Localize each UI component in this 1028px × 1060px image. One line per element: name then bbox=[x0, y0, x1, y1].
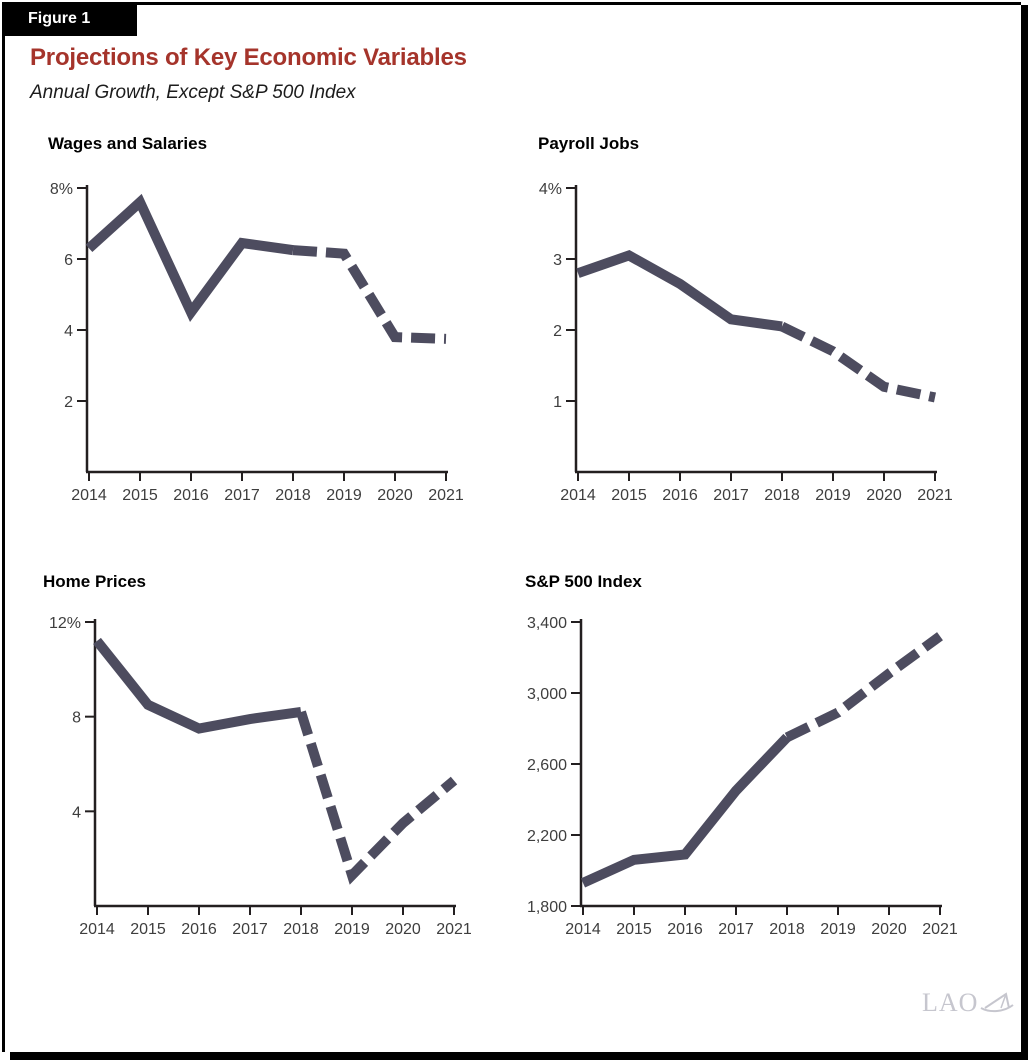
frame-right-bar bbox=[1021, 5, 1028, 1060]
svg-text:2018: 2018 bbox=[283, 921, 319, 938]
svg-text:1: 1 bbox=[553, 394, 562, 411]
chart-sp500-index: S&P 500 Index 1,800 2,200 2,600 3,000 3,400 2… bbox=[508, 572, 988, 944]
svg-text:2015: 2015 bbox=[611, 487, 647, 504]
svg-text:2021: 2021 bbox=[436, 921, 472, 938]
svg-text:2021: 2021 bbox=[917, 487, 953, 504]
svg-text:3: 3 bbox=[553, 252, 562, 269]
svg-text:2019: 2019 bbox=[815, 487, 851, 504]
figure-tab: Figure 1 bbox=[2, 2, 137, 36]
svg-text:2,600: 2,600 bbox=[527, 757, 567, 774]
chart-title-payroll-jobs: Payroll Jobs bbox=[538, 134, 640, 153]
svg-text:2017: 2017 bbox=[713, 487, 749, 504]
svg-text:2: 2 bbox=[553, 323, 562, 340]
svg-text:2017: 2017 bbox=[718, 921, 754, 938]
svg-text:2016: 2016 bbox=[173, 487, 209, 504]
svg-text:2014: 2014 bbox=[565, 921, 601, 938]
wages-and-salaries-plot: 2 4 6 8% 2014 2015 2016 2017 2018 2019 2020 2021 bbox=[50, 181, 464, 504]
svg-text:3,400: 3,400 bbox=[527, 615, 567, 632]
svg-text:3,000: 3,000 bbox=[527, 686, 567, 703]
figure-title: Projections of Key Economic Variables bbox=[30, 44, 467, 71]
svg-text:2018: 2018 bbox=[275, 487, 311, 504]
svg-text:2018: 2018 bbox=[769, 921, 805, 938]
svg-text:2021: 2021 bbox=[922, 921, 958, 938]
chart-wages-and-salaries: Wages and Salaries 2 4 6 8% 2014 2015 2016 2017… bbox=[30, 134, 510, 510]
chart-title-sp500-index: S&P 500 Index bbox=[525, 572, 642, 591]
svg-text:2: 2 bbox=[64, 394, 73, 411]
svg-text:2020: 2020 bbox=[871, 921, 907, 938]
chart-payroll-jobs: Payroll Jobs 1 2 3 4% 2014 2015 2016 2017 2018 20… bbox=[518, 134, 998, 510]
svg-text:2016: 2016 bbox=[667, 921, 703, 938]
svg-text:2020: 2020 bbox=[866, 487, 902, 504]
svg-text:2,200: 2,200 bbox=[527, 828, 567, 845]
svg-text:2015: 2015 bbox=[122, 487, 158, 504]
chart-home-prices: Home Prices 4 8 12% 2014 2015 2016 2017 2018 201… bbox=[30, 572, 510, 944]
svg-text:2021: 2021 bbox=[428, 487, 464, 504]
svg-text:8: 8 bbox=[72, 710, 81, 727]
home-prices-plot: 4 8 12% 2014 2015 2016 2017 2018 2019 2020 2021 bbox=[49, 615, 472, 938]
svg-text:6: 6 bbox=[64, 252, 73, 269]
svg-text:4%: 4% bbox=[539, 181, 562, 198]
svg-text:2015: 2015 bbox=[616, 921, 652, 938]
svg-text:2017: 2017 bbox=[232, 921, 268, 938]
svg-text:2014: 2014 bbox=[560, 487, 596, 504]
chart-title-wages-and-salaries: Wages and Salaries bbox=[48, 134, 208, 153]
frame-left-line bbox=[2, 2, 5, 1052]
frame-top-line bbox=[2, 2, 1021, 5]
svg-text:1,800: 1,800 bbox=[527, 899, 567, 916]
svg-text:2017: 2017 bbox=[224, 487, 260, 504]
svg-text:2020: 2020 bbox=[377, 487, 413, 504]
svg-text:2015: 2015 bbox=[130, 921, 166, 938]
svg-text:2016: 2016 bbox=[662, 487, 698, 504]
svg-text:12%: 12% bbox=[49, 615, 81, 632]
svg-text:8%: 8% bbox=[50, 181, 73, 198]
lao-logo: LAO bbox=[922, 988, 1015, 1018]
lao-emblem-icon bbox=[980, 992, 1015, 1013]
svg-text:2019: 2019 bbox=[326, 487, 362, 504]
svg-text:4: 4 bbox=[64, 323, 73, 340]
sp500-index-plot: 1,800 2,200 2,600 3,000 3,400 2014 2015 2016 201… bbox=[527, 615, 958, 938]
frame-bottom-bar bbox=[10, 1052, 1028, 1060]
chart-title-home-prices: Home Prices bbox=[43, 572, 146, 591]
svg-text:2014: 2014 bbox=[79, 921, 115, 938]
svg-text:2019: 2019 bbox=[820, 921, 856, 938]
svg-text:2016: 2016 bbox=[181, 921, 217, 938]
payroll-jobs-plot: 1 2 3 4% 2014 2015 2016 2017 2018 2019 2020 2021 bbox=[539, 181, 953, 504]
svg-text:2020: 2020 bbox=[385, 921, 421, 938]
svg-text:2019: 2019 bbox=[334, 921, 370, 938]
svg-text:4: 4 bbox=[72, 804, 81, 821]
lao-logo-text: LAO bbox=[922, 988, 979, 1017]
svg-text:2018: 2018 bbox=[764, 487, 800, 504]
figure-tab-label: Figure 1 bbox=[28, 10, 91, 27]
svg-text:2014: 2014 bbox=[71, 487, 107, 504]
figure-subtitle: Annual Growth, Except S&P 500 Index bbox=[30, 82, 356, 103]
